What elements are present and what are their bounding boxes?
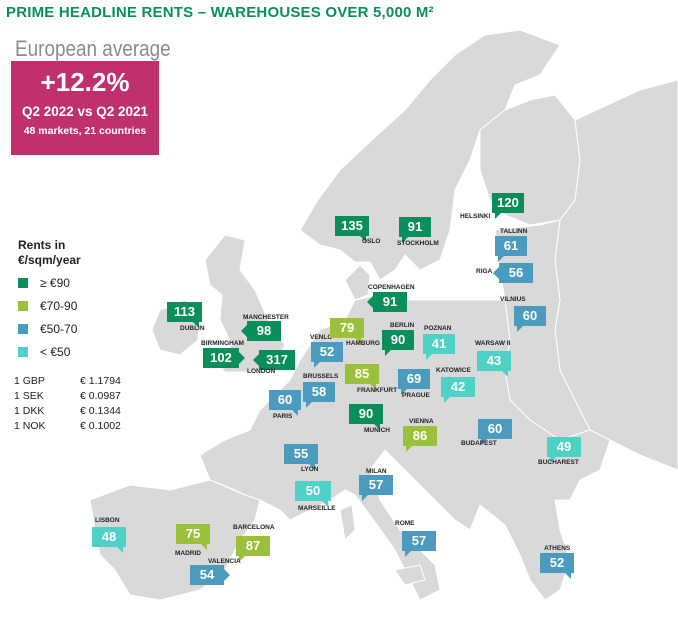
exchange-rates: 1 GBP € 1.1794 1 SEK € 0.0987 1 DKK € 0.134… [14, 375, 154, 435]
city-label-poznan: POZNAN [424, 325, 452, 332]
rent-marker-vilnius: 60 [514, 306, 546, 332]
city-label-barcelona: BARCELONA [233, 524, 275, 531]
city-label-riga: RIGA [476, 268, 493, 275]
city-label-helsinki: HELSINKI [460, 213, 491, 220]
page-title: PRIME HEADLINE RENTS – WAREHOUSES OVER 5… [6, 4, 434, 21]
city-label-berlin: BERLIN [390, 322, 415, 329]
city-label-vienna: VIENNA [409, 418, 434, 425]
currency: 1 DKK [14, 405, 45, 417]
rent-marker-copenhagen: 91 [367, 292, 407, 312]
rent-marker-munich: 90 [349, 404, 383, 430]
rate: € 1.1794 [80, 375, 121, 387]
city-label-milan: MILAN [366, 468, 387, 475]
rent-marker-marseille: 50 [295, 481, 331, 507]
city-label-marseille: MARSEILLE [298, 505, 336, 512]
city-label-lyon: LYON [301, 466, 319, 473]
rent-marker-katowice: 42 [441, 377, 475, 403]
rent-marker-venlo: 52 [311, 342, 343, 368]
exchange-rate-row: 1 GBP € 1.1794 [14, 375, 154, 390]
average-box: +12.2% Q2 2022 vs Q2 2021 48 markets, 21… [11, 61, 159, 155]
rent-marker-athens: 52 [540, 553, 574, 579]
rate: € 0.1002 [80, 420, 121, 432]
rent-marker-rome: 57 [402, 531, 436, 557]
city-label-stockholm: STOCKHOLM [397, 240, 439, 247]
city-label-dublin: DUBLIN [180, 325, 205, 332]
average-period: Q2 2022 vs Q2 2021 [21, 104, 149, 119]
city-label-prague: PRAGUE [402, 392, 430, 399]
rent-marker-prague: 69 [398, 369, 430, 395]
city-label-madrid: MADRID [175, 550, 201, 557]
legend-label: < €50 [40, 345, 71, 359]
legend-title: Rents in €/sqm/year [18, 238, 81, 267]
rate: € 0.1344 [80, 405, 121, 417]
rent-marker-poznan: 41 [423, 334, 455, 360]
city-label-valencia: VALENCIA [208, 558, 241, 565]
currency: 1 SEK [14, 390, 44, 402]
legend-swatch [18, 301, 28, 311]
rent-marker-riga: 56 [493, 263, 533, 283]
exchange-rate-row: 1 SEK € 0.0987 [14, 390, 154, 405]
city-label-oslo: OSLO [362, 238, 381, 245]
rent-marker-brussels: 58 [303, 382, 335, 408]
rent-marker-oslo: 135 [335, 216, 369, 242]
city-label-frankfurt: FRANKFURT [357, 387, 398, 394]
rent-marker-madrid: 75 [176, 524, 210, 550]
city-label-copenhagen: COPENHAGEN [368, 284, 415, 291]
legend-swatch [18, 347, 28, 357]
rent-marker-valencia: 54 [190, 565, 230, 585]
currency: 1 NOK [14, 420, 46, 432]
currency: 1 GBP [14, 375, 45, 387]
city-label-london: LONDON [247, 368, 276, 375]
city-label-athens: ATHENS [544, 545, 571, 552]
rent-marker-stockholm: 91 [399, 217, 431, 243]
city-label-hamburg: HAMBURG [346, 340, 380, 347]
rent-marker-bucharest: 49 [547, 437, 581, 463]
exchange-rate-row: 1 DKK € 0.1344 [14, 405, 154, 420]
exchange-rate-row: 1 NOK € 0.1002 [14, 420, 154, 435]
city-label-venlo: VENLO [310, 334, 333, 341]
rent-marker-manchester: 98 [241, 321, 281, 341]
rent-marker-barcelona: 87 [236, 536, 270, 562]
rent-marker-tallinn: 61 [495, 236, 527, 262]
city-label-birmingham: BIRMINGHAM [201, 340, 244, 347]
city-label-bucharest: BUCHAREST [538, 459, 579, 466]
rent-marker-hamburg: 79 [330, 318, 364, 344]
city-label-warsaw: WARSAW II [475, 340, 511, 347]
city-label-tallinn: TALLINN [500, 228, 528, 235]
city-label-vilnius: VILNIUS [500, 296, 526, 303]
city-label-paris: PARIS [273, 413, 293, 420]
rent-marker-paris: 60 [269, 390, 301, 416]
average-markets: 48 markets, 21 countries [23, 125, 147, 137]
rent-marker-budapest: 60 [478, 419, 512, 445]
average-heading: European average [15, 36, 171, 61]
legend-label: ≥ €90 [40, 276, 70, 290]
legend-swatch [18, 324, 28, 334]
average-value: +12.2% [40, 67, 130, 97]
rent-marker-berlin: 90 [382, 330, 414, 356]
rent-marker-helsinki: 120 [492, 193, 524, 219]
legend-swatch [18, 278, 28, 288]
rent-marker-warsaw: 43 [477, 351, 511, 377]
rent-marker-london: 317 [253, 350, 295, 370]
rent-marker-lisbon: 48 [92, 527, 126, 553]
city-label-brussels: BRUSSELS [303, 373, 339, 380]
legend-label: €70-90 [40, 299, 78, 313]
city-label-budapest: BUDAPEST [461, 440, 497, 447]
city-label-munich: MUNICH [364, 427, 390, 434]
city-label-manchester: MANCHESTER [243, 314, 289, 321]
city-label-rome: ROME [395, 520, 415, 527]
legend-label: €50-70 [40, 322, 78, 336]
rate: € 0.0987 [80, 390, 121, 402]
rent-marker-dublin: 113 [167, 302, 202, 328]
rent-marker-vienna: 86 [403, 426, 437, 452]
rent-marker-frankfurt: 85 [345, 364, 379, 390]
city-label-katowice: KATOWICE [436, 367, 471, 374]
rent-marker-birmingham: 102 [203, 348, 245, 368]
rent-marker-lyon: 55 [284, 444, 318, 470]
rent-marker-milan: 57 [359, 475, 393, 501]
city-label-lisbon: LISBON [95, 517, 120, 524]
